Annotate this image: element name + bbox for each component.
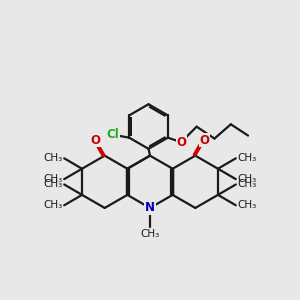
Text: CH₃: CH₃ [140, 229, 160, 239]
Text: CH₃: CH₃ [44, 179, 63, 190]
Text: O: O [199, 134, 209, 147]
Text: O: O [91, 134, 101, 147]
Text: CH₃: CH₃ [44, 153, 63, 163]
Text: N: N [145, 202, 155, 214]
Text: CH₃: CH₃ [44, 200, 63, 210]
Text: CH₃: CH₃ [237, 174, 256, 184]
Text: Cl: Cl [106, 128, 119, 141]
Text: CH₃: CH₃ [237, 200, 256, 210]
Text: O: O [176, 136, 186, 148]
Text: CH₃: CH₃ [237, 179, 256, 190]
Text: CH₃: CH₃ [44, 174, 63, 184]
Text: CH₃: CH₃ [237, 153, 256, 163]
